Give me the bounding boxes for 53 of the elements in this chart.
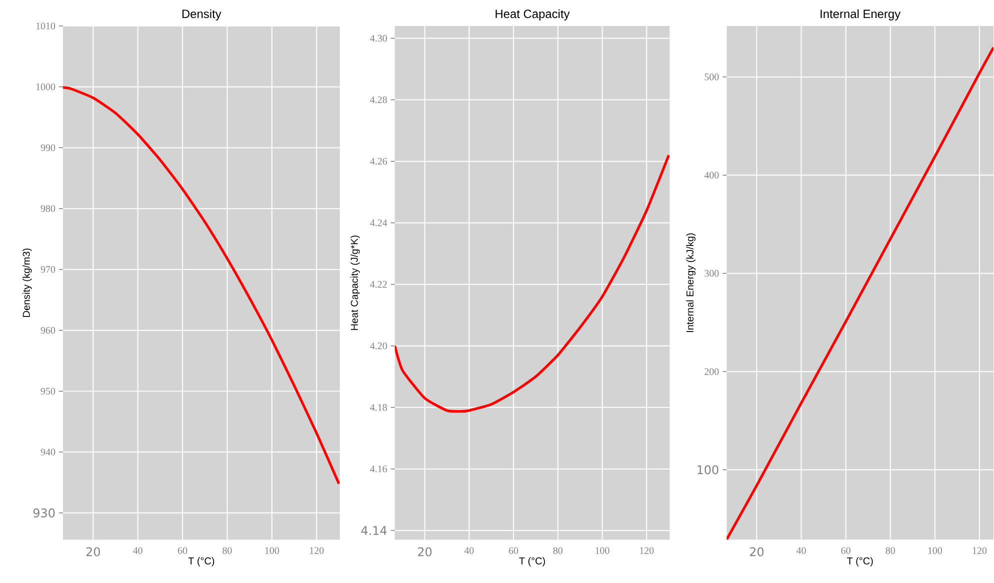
y-tick-label: 970	[40, 266, 56, 273]
x-tick-label: 20	[86, 547, 100, 556]
y-tick-label: 300	[704, 270, 719, 277]
y-tick-label: 950	[40, 388, 56, 395]
x-tick-label: 40	[133, 547, 142, 554]
chart-title: Internal Energy	[820, 10, 901, 21]
y-tick-label: 4.30	[370, 35, 387, 42]
y-tick-label: 4.20	[370, 342, 387, 350]
x-tick-label: 60	[841, 547, 850, 554]
y-tick-label: 200	[704, 368, 719, 376]
chart-title: Heat Capacity	[496, 10, 570, 21]
x-axis-title: T (°C)	[188, 557, 214, 567]
x-tick-label: 40	[464, 547, 474, 554]
y-tick-label: 100	[698, 465, 718, 474]
y-tick-label: 400	[704, 172, 719, 179]
y-axis-title: Heat Capacity (J/g*K)	[350, 236, 360, 330]
y-tick-label: 1000	[36, 84, 56, 90]
x-axis-title: T (°C)	[846, 557, 873, 567]
y-tick-label: 930	[33, 508, 55, 518]
x-tick-label: 120	[310, 547, 324, 554]
x-tick-label: 20	[418, 547, 432, 556]
x-tick-label: 40	[796, 547, 806, 554]
y-axis-title: Internal Energy (kJ/kg)	[686, 234, 696, 332]
x-tick-label: 100	[596, 547, 610, 554]
x-tick-label: 100	[265, 547, 279, 554]
y-tick-label: 4.18	[370, 404, 387, 411]
y-tick-label: 1010	[36, 22, 56, 30]
x-tick-label: 80	[222, 547, 232, 554]
line-series	[726, 46, 994, 540]
y-tick-label: 4.22	[370, 281, 387, 288]
y-tick-label: 960	[40, 327, 56, 334]
y-tick-label: 990	[40, 144, 56, 152]
x-tick-label: 20	[750, 547, 764, 556]
y-tick-label: 4.16	[370, 466, 387, 472]
y-tick-label: 500	[704, 74, 719, 80]
x-tick-label: 60	[508, 547, 518, 554]
x-tick-label: 80	[553, 547, 562, 554]
y-axis-title: Density (kg/m3)	[22, 248, 32, 318]
x-tick-label: 120	[640, 547, 654, 554]
chart-title: Density	[182, 10, 222, 21]
y-tick-label: 940	[40, 448, 56, 456]
x-tick-label: 60	[178, 547, 188, 554]
line-series	[394, 154, 670, 413]
y-tick-label: 4.24	[370, 220, 388, 226]
x-tick-label: 80	[886, 547, 895, 554]
y-tick-label: 4.28	[370, 96, 387, 104]
x-axis-title: T (°C)	[519, 557, 545, 567]
y-tick-label: 4.26	[370, 158, 387, 165]
line-series	[62, 86, 340, 486]
x-tick-label: 120	[972, 547, 987, 554]
x-tick-label: 100	[928, 547, 942, 554]
y-tick-label: 4.14	[361, 526, 387, 535]
y-tick-label: 980	[40, 205, 56, 212]
